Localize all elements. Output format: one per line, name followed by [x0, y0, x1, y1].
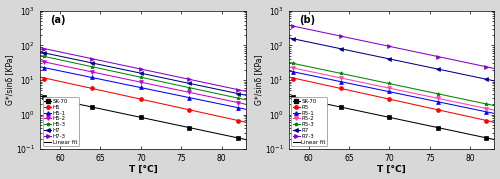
Text: (a): (a) — [50, 15, 66, 25]
X-axis label: T [°C]: T [°C] — [128, 165, 158, 173]
Y-axis label: G*/sinδ [KPa]: G*/sinδ [KPa] — [254, 55, 263, 105]
Legend: SK-70, R5, R5-1, R5-2, R5-3, R7, R7-3, Linear fit: SK-70, R5, R5-1, R5-2, R5-3, R7, R7-3, L… — [292, 97, 328, 146]
Text: (b): (b) — [299, 15, 315, 25]
Legend: SK-70, H5, H5-1, H5-2, H5-3, H7, H7-3, Linear fit: SK-70, H5, H5-1, H5-2, H5-3, H7, H7-3, L… — [42, 97, 79, 146]
Y-axis label: G*/sinδ [KPa]: G*/sinδ [KPa] — [6, 55, 15, 105]
X-axis label: T [°C]: T [°C] — [377, 165, 406, 173]
